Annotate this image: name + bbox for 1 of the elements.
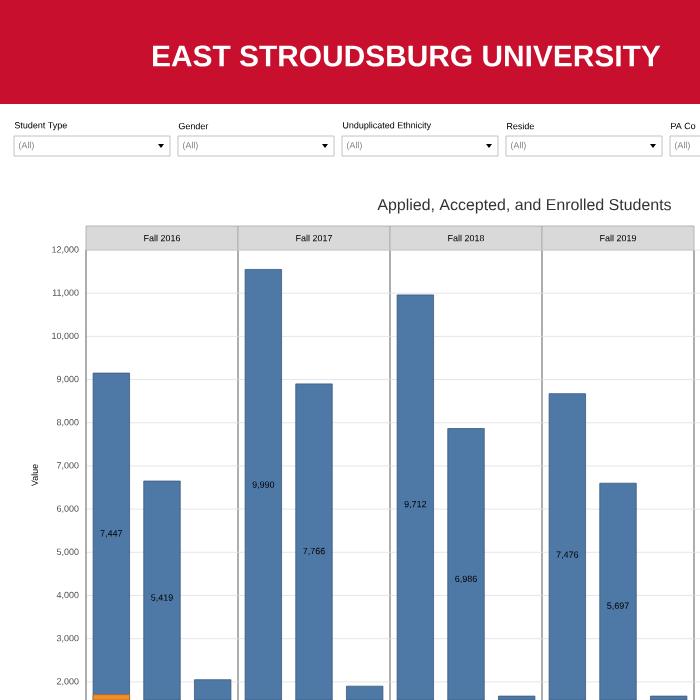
chart-title: EAST STROUDSBURG UNIVERSITY <box>153 45 661 67</box>
